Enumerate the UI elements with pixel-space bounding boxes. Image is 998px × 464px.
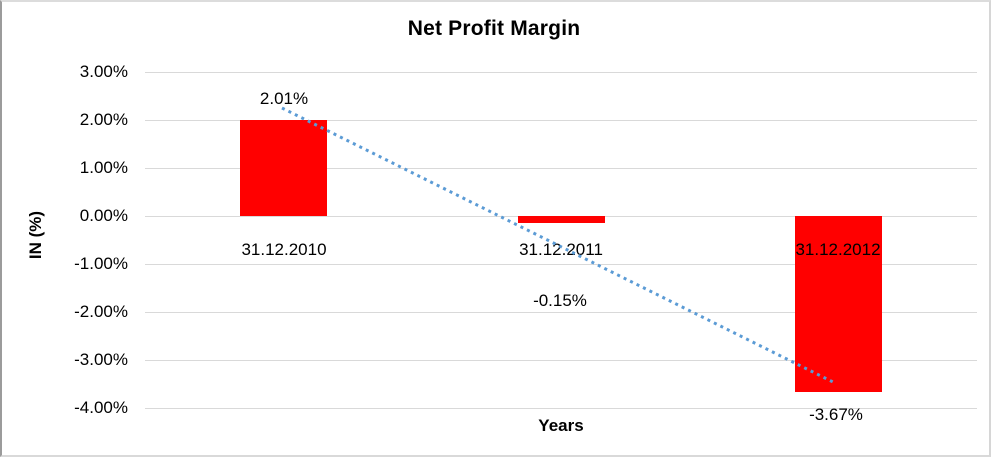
y-axis-tick-label: 0.00% [79,206,128,225]
y-axis-tick-label: 1.00% [79,158,128,177]
gridline [145,408,977,409]
y-axis-tick-label: -1.00% [74,254,128,273]
y-axis-tick-label: -4.00% [74,398,128,417]
y-axis-tick-label: 2.00% [79,110,128,129]
bar-31.12.2011[interactable] [518,216,605,223]
y-axis-tick-label: -3.00% [74,350,128,369]
category-label: 31.12.2011 [519,240,603,259]
y-axis-tick-label: -2.00% [74,302,128,321]
x-axis-title: Years [538,416,584,435]
category-label: 31.12.2010 [241,240,327,259]
bar-data-label: -0.15% [533,291,587,310]
chart-title: Net Profit Margin [407,17,581,40]
category-label: 31.12.2012 [795,240,881,259]
bar-data-label: -3.67% [809,405,863,424]
y-axis-tick-label: 3.00% [79,62,128,81]
bar-31.12.2010[interactable] [240,120,327,216]
y-axis-title: IN (%) [26,210,45,260]
gridline [145,72,977,73]
bar-data-label: 2.01% [259,89,309,108]
